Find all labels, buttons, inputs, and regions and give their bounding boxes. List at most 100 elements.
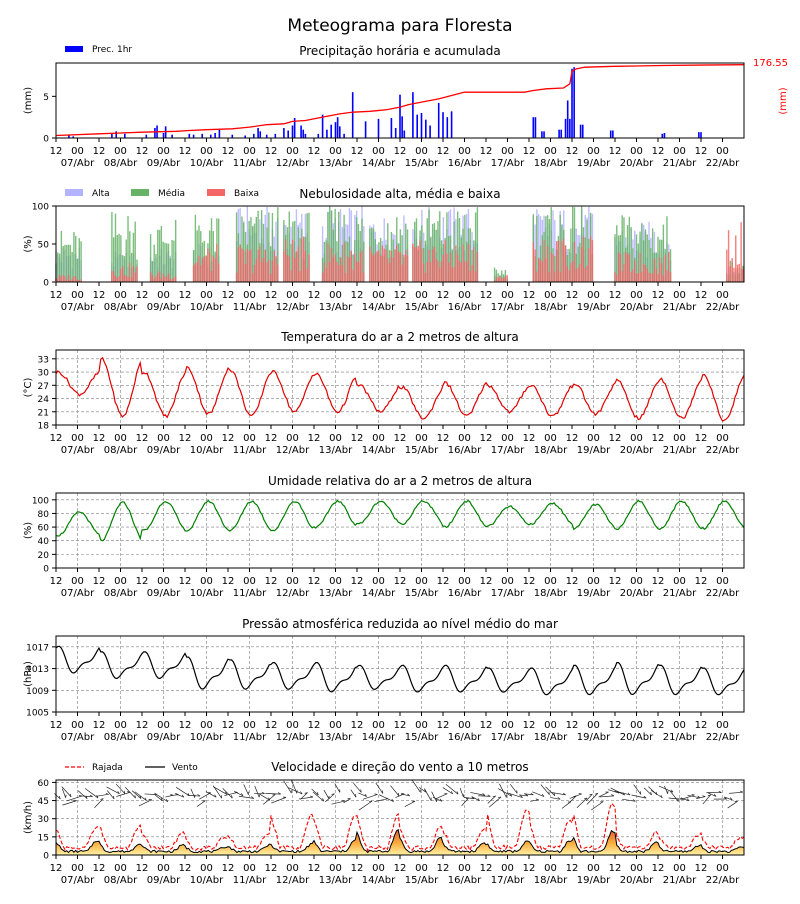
clouds-hour-label: 00 <box>415 290 428 301</box>
wind-direction-arrow <box>510 784 517 793</box>
wind-direction-arrow <box>570 794 582 799</box>
wind-direction-arrow <box>255 786 259 797</box>
clouds-ylabel: (%) <box>23 235 34 252</box>
cloud-low-bar <box>737 265 738 282</box>
precip-bar <box>399 95 401 138</box>
cloud-low-bar <box>405 250 406 282</box>
cloud-low-bar <box>414 247 415 282</box>
cloud-low-bar <box>303 236 304 282</box>
pressure-hour-label: 00 <box>544 720 557 731</box>
humidity-hour-label: 00 <box>630 576 643 587</box>
wind-direction-arrow <box>260 794 270 800</box>
cloud-low-bar <box>428 250 429 282</box>
cloud-low-bar <box>200 265 201 282</box>
clouds-hour-label: 00 <box>71 290 84 301</box>
cloud-low-bar <box>173 278 174 282</box>
cloud-low-bar <box>340 258 341 282</box>
wind-hour-label: 00 <box>329 863 342 874</box>
wind-direction-arrow <box>145 794 158 795</box>
humidity-hour-label: 00 <box>71 576 84 587</box>
humidity-day-label: 13/Abr <box>319 588 353 599</box>
precip-hour-label: 00 <box>458 146 471 157</box>
cloud-low-bar <box>127 277 128 282</box>
pressure-hour-label: 12 <box>308 720 321 731</box>
cloud-low-bar <box>561 241 562 282</box>
wind-direction-arrow <box>132 791 141 799</box>
precip-bar <box>447 117 449 138</box>
precip-hour-label: 12 <box>265 146 278 157</box>
humidity-hour-label: 00 <box>544 576 557 587</box>
precip-hour-label: 12 <box>480 146 493 157</box>
clouds-legend-label: Alta <box>92 189 110 199</box>
wind-direction-arrow <box>312 789 319 795</box>
humidity-day-label: 15/Abr <box>405 588 439 599</box>
precip-bar <box>573 67 575 138</box>
wind-direction-arrow <box>478 796 490 797</box>
humidity-ytick-label: 0 <box>43 565 49 575</box>
wind-direction-arrow <box>587 793 598 804</box>
main-title: Meteograma para Floresta <box>0 16 800 36</box>
cloud-mid-bar <box>559 215 560 282</box>
clouds-hour-label: 00 <box>458 290 471 301</box>
wind-title: Velocidade e direção do vento a 10 metro… <box>271 760 528 774</box>
precip-bar <box>343 134 345 138</box>
cloud-low-bar <box>385 250 386 282</box>
cloud-low-bar <box>477 252 478 282</box>
cloud-low-bar <box>198 256 199 282</box>
humidity-hour-label: 12 <box>480 576 493 587</box>
wind-direction-arrow <box>432 792 437 802</box>
wind-direction-arrow <box>139 800 152 806</box>
cloud-low-bar <box>559 272 560 282</box>
cloud-mid-bar <box>236 212 237 282</box>
precip-bar <box>339 126 341 138</box>
precip-hour-label: 12 <box>437 146 450 157</box>
cloud-low-bar <box>266 262 267 282</box>
cloud-low-bar <box>441 262 442 282</box>
wind-direction-arrow <box>376 783 383 794</box>
pressure-hour-label: 00 <box>71 720 84 731</box>
cloud-mid-bar <box>66 245 67 282</box>
cloud-low-bar <box>590 237 591 282</box>
cloud-low-bar <box>576 269 577 282</box>
pressure-day-label: 12/Abr <box>276 732 310 743</box>
humidity-frame <box>56 493 744 568</box>
humidity-hour-label: 12 <box>265 576 278 587</box>
cloud-low-bar <box>124 275 125 282</box>
wind-direction-arrow <box>600 796 614 797</box>
wind-day-label: 13/Abr <box>319 875 353 886</box>
cloud-low-bar <box>654 259 655 282</box>
temp-hour-label: 12 <box>394 433 407 444</box>
cloud-low-bar <box>384 249 385 282</box>
wind-day-label: 17/Abr <box>491 875 525 886</box>
precip-bar <box>337 117 339 138</box>
pressure-ytick-label: 1009 <box>26 687 49 697</box>
cloud-low-bar <box>568 270 569 282</box>
temp-hour-label: 00 <box>157 433 170 444</box>
cloud-low-bar <box>446 254 447 282</box>
cloud-mid-bar <box>170 258 171 282</box>
precip-hour-label: 00 <box>71 146 84 157</box>
clouds-day-label: 12/Abr <box>276 302 310 313</box>
precip-bar <box>302 130 304 138</box>
temp-day-label: 09/Abr <box>147 445 181 456</box>
precip-bar <box>438 103 440 138</box>
cloud-low-bar <box>209 253 210 282</box>
pressure-day-label: 13/Abr <box>319 732 353 743</box>
cloud-low-bar <box>134 272 135 282</box>
clouds-day-label: 13/Abr <box>319 302 353 313</box>
pressure-day-label: 17/Abr <box>491 732 525 743</box>
clouds-hour-label: 12 <box>136 290 149 301</box>
humidity-hour-label: 00 <box>114 576 127 587</box>
wind-hour-label: 00 <box>501 863 514 874</box>
temp-day-label: 22/Abr <box>706 445 740 456</box>
wind-direction-arrow <box>659 786 673 792</box>
wind-hour-label: 00 <box>114 863 127 874</box>
wind-hour-label: 12 <box>351 863 364 874</box>
cloud-low-bar <box>505 276 506 282</box>
cloud-low-bar <box>621 271 622 282</box>
cloud-low-bar <box>168 274 169 282</box>
precip-bar <box>560 130 562 138</box>
cloud-low-bar <box>111 271 112 282</box>
temp-day-label: 11/Abr <box>233 445 267 456</box>
humidity-hour-label: 12 <box>136 576 149 587</box>
